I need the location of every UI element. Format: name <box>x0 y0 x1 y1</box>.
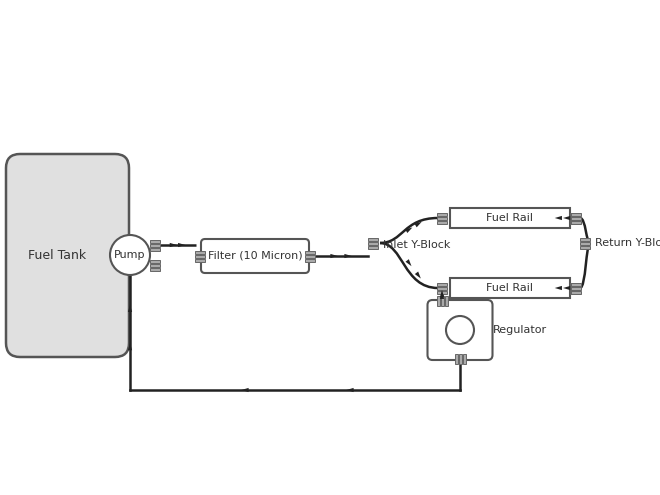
Bar <box>305 254 315 257</box>
Bar <box>444 296 447 306</box>
Text: Return Y-Block: Return Y-Block <box>595 238 660 248</box>
Bar <box>571 216 581 219</box>
Bar <box>571 283 581 286</box>
Bar <box>570 212 580 215</box>
Polygon shape <box>128 343 132 350</box>
Bar <box>150 263 160 266</box>
Bar <box>150 259 160 262</box>
Bar <box>571 220 581 224</box>
Polygon shape <box>563 216 570 220</box>
Bar <box>368 238 378 241</box>
Bar <box>455 354 457 364</box>
Bar <box>570 287 580 290</box>
Bar <box>440 296 444 306</box>
Bar <box>450 208 570 228</box>
Bar <box>570 216 580 219</box>
Polygon shape <box>415 272 421 279</box>
Polygon shape <box>345 254 352 258</box>
Polygon shape <box>563 286 570 290</box>
Polygon shape <box>331 254 338 258</box>
Bar <box>570 291 580 294</box>
Polygon shape <box>414 222 422 227</box>
Bar <box>195 254 205 257</box>
Bar <box>150 240 160 243</box>
Bar <box>450 278 570 298</box>
Bar <box>580 246 590 248</box>
Text: Pump: Pump <box>114 250 146 260</box>
Bar <box>437 287 447 290</box>
Polygon shape <box>440 292 444 299</box>
Bar <box>463 354 465 364</box>
Bar <box>580 242 590 245</box>
Bar <box>436 296 440 306</box>
Polygon shape <box>178 243 185 247</box>
Polygon shape <box>128 305 132 312</box>
Text: Fuel Rail: Fuel Rail <box>486 283 533 293</box>
Bar <box>437 283 447 286</box>
Bar <box>150 248 160 250</box>
Bar <box>368 246 378 248</box>
Polygon shape <box>555 216 562 220</box>
Bar <box>305 250 315 253</box>
Polygon shape <box>346 388 354 392</box>
Circle shape <box>446 316 474 344</box>
Bar <box>571 287 581 290</box>
Bar <box>150 267 160 270</box>
Bar <box>571 212 581 215</box>
Bar <box>368 242 378 245</box>
Polygon shape <box>170 243 177 247</box>
Bar <box>437 220 447 224</box>
FancyBboxPatch shape <box>428 300 492 360</box>
Bar <box>437 291 447 294</box>
Bar <box>570 283 580 286</box>
FancyBboxPatch shape <box>6 154 129 357</box>
Text: Filter (10 Micron): Filter (10 Micron) <box>208 251 302 261</box>
Bar <box>570 220 580 224</box>
Text: Regulator: Regulator <box>492 325 546 335</box>
Polygon shape <box>405 228 412 233</box>
Bar <box>150 244 160 247</box>
Polygon shape <box>440 290 444 297</box>
Text: Fuel Rail: Fuel Rail <box>486 213 533 223</box>
Bar <box>305 258 315 261</box>
Circle shape <box>110 235 150 275</box>
Bar <box>195 258 205 261</box>
Polygon shape <box>405 259 411 266</box>
Bar <box>580 238 590 241</box>
Text: Inlet Y-Block: Inlet Y-Block <box>383 240 450 250</box>
Polygon shape <box>242 388 249 392</box>
Bar <box>459 354 461 364</box>
FancyBboxPatch shape <box>201 239 309 273</box>
Bar <box>195 250 205 253</box>
Polygon shape <box>555 286 562 290</box>
Text: Fuel Tank: Fuel Tank <box>28 249 86 262</box>
Bar <box>437 212 447 215</box>
Bar <box>437 216 447 219</box>
Bar <box>571 291 581 294</box>
